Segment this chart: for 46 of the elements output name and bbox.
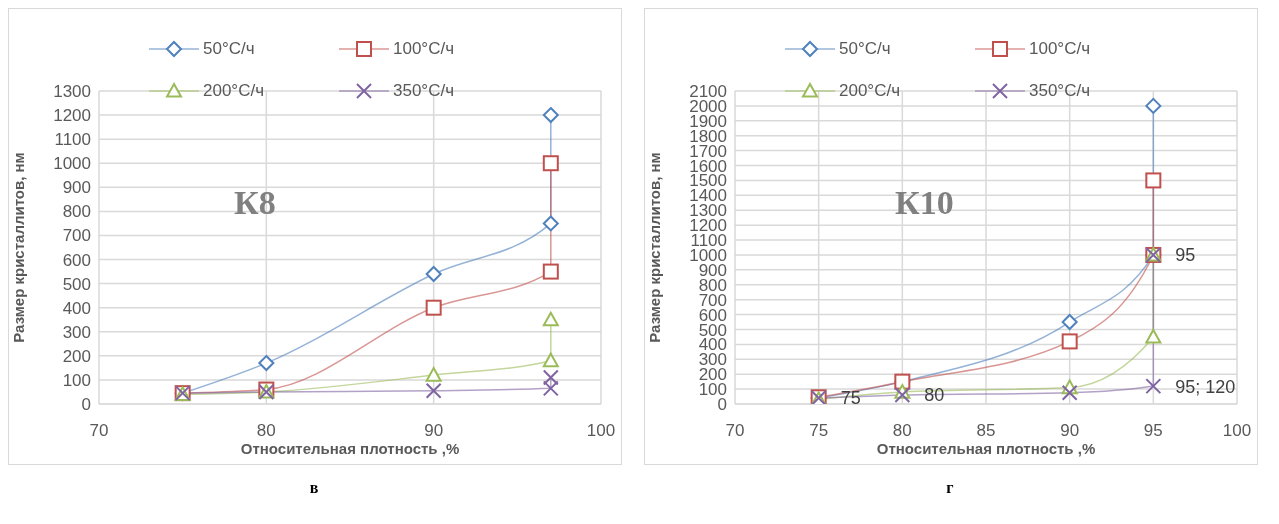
y-axis-title: Размер кристаллитов, нм: [646, 152, 664, 343]
y-tick-label: 400: [62, 298, 91, 318]
x-tick-label: 90: [1060, 421, 1080, 441]
x-tick-label: 70: [725, 421, 745, 441]
text: К8: [234, 184, 276, 222]
y-tick-label: 600: [62, 250, 91, 270]
text: г: [945, 479, 955, 497]
y-tick-label: 800: [62, 202, 91, 222]
y-tick-label: 900: [62, 178, 91, 198]
x-tick-label: 85: [976, 421, 996, 441]
x-tick-label: 80: [256, 421, 276, 441]
legend-label: 50°C/ч: [839, 39, 891, 59]
x-axis-title: Относительная плотность ,%: [876, 440, 1096, 457]
legend-label: 100°C/ч: [1029, 39, 1091, 59]
x-tick-label: 95: [1143, 421, 1163, 441]
legend-label: 100°C/ч: [393, 39, 455, 59]
annotation: 95: [1175, 245, 1196, 266]
x-tick-label: 100: [1222, 421, 1252, 441]
y-axis-title: Размер кристаллитов, нм: [10, 152, 28, 343]
y-tick-label: 500: [62, 274, 91, 294]
legend-label: 200°C/ч: [839, 81, 901, 101]
y-tick-label: 1300: [53, 82, 91, 102]
x-tick-label: 70: [89, 421, 109, 441]
legend-label: 350°C/ч: [393, 81, 455, 101]
text: К10: [895, 184, 954, 222]
x-tick-label: 90: [424, 421, 444, 441]
legend-label: 50°C/ч: [203, 39, 255, 59]
legend-label: 200°C/ч: [203, 81, 265, 101]
y-tick-label: 300: [62, 322, 91, 342]
y-tick-label: 1000: [53, 154, 91, 174]
annotation: 95; 120: [1175, 376, 1236, 397]
y-tick-label: 0: [717, 395, 727, 415]
y-tick-label: 1100: [54, 130, 91, 150]
x-tick-label: 80: [892, 421, 912, 441]
y-tick-label: 0: [81, 395, 91, 415]
legend-label: 350°C/ч: [1029, 81, 1091, 101]
text: в: [308, 479, 320, 497]
x-tick-label: 100: [586, 421, 616, 441]
y-tick-label: 700: [62, 226, 91, 246]
y-tick-label: 100: [62, 370, 91, 390]
annotation: 75: [840, 388, 861, 409]
y-tick-label: 200: [62, 346, 91, 366]
annotation: 80: [924, 385, 945, 406]
x-axis-title: Относительная плотность ,%: [240, 440, 460, 457]
x-tick-label: 75: [809, 421, 829, 441]
y-tick-label: 1200: [53, 106, 91, 126]
